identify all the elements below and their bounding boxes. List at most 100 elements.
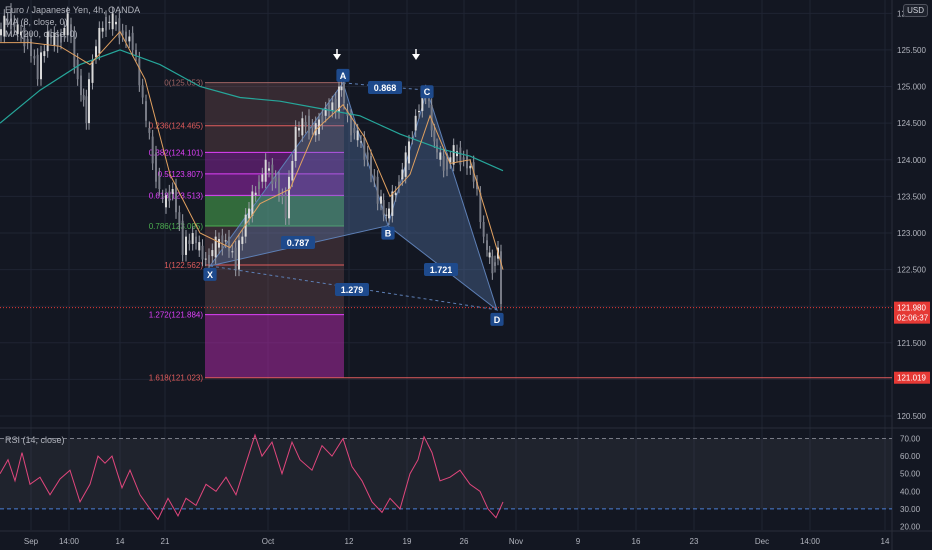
candle-body — [10, 9, 12, 30]
candle-body — [288, 176, 290, 219]
time-tick-label: 26 — [460, 537, 469, 546]
point-a-label: A — [340, 71, 347, 81]
candle-body — [331, 102, 334, 111]
fib-level-label: 1.618(121.023) — [149, 374, 204, 383]
candle-body — [224, 240, 227, 242]
candle-body — [452, 145, 455, 165]
candle-body — [98, 27, 101, 54]
price-axis[interactable]: 126.000125.500125.000124.500124.000123.5… — [0, 0, 932, 427]
time-tick-label: 21 — [161, 537, 170, 546]
candle-body — [36, 54, 39, 80]
price-series — [0, 3, 502, 311]
candle-body — [165, 195, 167, 208]
candle-body — [228, 236, 230, 252]
time-tick-label: 12 — [345, 537, 354, 546]
candle-body — [178, 212, 181, 225]
point-c-label: C — [424, 87, 431, 97]
candle-body — [476, 181, 478, 190]
candle-body — [340, 86, 343, 91]
ratio-label: 1.279 — [341, 285, 364, 295]
candle-body — [33, 56, 36, 59]
candle-body — [278, 178, 280, 196]
candle-body — [161, 196, 164, 198]
candle-body — [482, 221, 485, 237]
candle-body — [46, 31, 49, 52]
candle-body — [101, 27, 104, 32]
candle-body — [366, 152, 369, 160]
rsi-tick-label: 20.00 — [900, 522, 921, 531]
fib-price-label: 121.019 — [897, 374, 926, 383]
candle-body — [141, 85, 144, 98]
time-tick-label: 9 — [576, 537, 581, 546]
point-b-label: B — [385, 229, 392, 239]
candle-body — [439, 152, 442, 160]
candle-body — [128, 36, 131, 42]
candle-body — [204, 258, 207, 260]
candle-body — [218, 239, 220, 248]
candle-body — [66, 13, 69, 36]
time-tick-label: Sep — [24, 537, 39, 546]
candle-body — [188, 240, 191, 244]
fib-zone — [205, 314, 344, 378]
candle-body — [446, 159, 448, 170]
down-arrow-icon — [412, 54, 420, 60]
rsi-tick-label: 30.00 — [900, 505, 921, 514]
fib-level-label: 0.5(123.807) — [158, 170, 204, 179]
price-tick-label: 124.500 — [897, 119, 926, 128]
candle-body — [500, 251, 502, 304]
candle-body — [201, 245, 204, 260]
ratio-label-bg — [281, 236, 315, 249]
candle-body — [214, 236, 217, 258]
candle-body — [459, 147, 462, 165]
candle-body — [462, 157, 465, 160]
ma-slow-legend[interactable]: MA (200, close, 0) — [5, 29, 78, 39]
rsi-title[interactable]: RSI (14, close) — [5, 435, 65, 445]
fib-zone — [205, 265, 344, 315]
candle-body — [428, 97, 430, 102]
signal-arrows — [333, 49, 420, 60]
candle-body — [0, 29, 2, 36]
candle-body — [191, 232, 194, 244]
rsi-panel[interactable]: 70.00 60.00 50.00 40.00 30.00 20.00 — [0, 433, 921, 532]
candle-body — [53, 32, 56, 46]
time-tick-label: 14 — [881, 537, 890, 546]
price-tick-label: 120.500 — [897, 412, 926, 421]
candle-body — [185, 236, 187, 255]
candle-body — [436, 145, 438, 153]
point-x-label-bg — [203, 267, 217, 281]
candle-body — [16, 24, 19, 35]
candle-body — [370, 156, 372, 176]
candle-body — [80, 75, 82, 96]
fib-level-label: 1.272(121.884) — [149, 311, 204, 320]
candle-body — [373, 175, 376, 181]
candle-body — [380, 196, 382, 204]
candle-body — [151, 136, 154, 164]
fib-level-label: 1(122.562) — [164, 261, 203, 270]
candle-body — [111, 13, 114, 30]
candle-body — [491, 256, 494, 274]
candle-body — [88, 79, 90, 124]
candle-body — [125, 31, 127, 42]
price-tick-label: 124.000 — [897, 156, 926, 165]
candle-body — [385, 214, 388, 216]
currency-badge[interactable]: USD — [903, 4, 928, 17]
time-axis[interactable]: Sep 14:00 14 21 Oct 12 19 26 Nov 9 16 23 Dec 14:00 14 — [0, 530, 932, 546]
ratio-label-bg — [368, 81, 402, 94]
ma-fast-legend[interactable]: MA (8, close, 0) — [5, 17, 68, 27]
candle-body — [63, 27, 66, 36]
candle-body — [298, 128, 300, 131]
candle-body — [308, 115, 310, 133]
candle-body — [82, 95, 85, 100]
candle-body — [168, 191, 171, 202]
candle-body — [175, 185, 177, 213]
candle-body — [238, 240, 240, 270]
candle-body — [353, 128, 356, 133]
candle-body — [321, 115, 324, 124]
candle-body — [294, 126, 297, 161]
candle-body — [108, 21, 111, 24]
candle-body — [401, 169, 404, 180]
current-price-tag — [894, 301, 930, 324]
candle-body — [131, 32, 134, 50]
